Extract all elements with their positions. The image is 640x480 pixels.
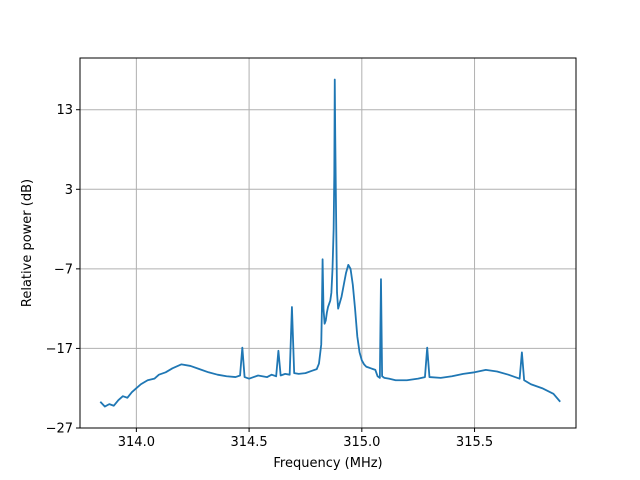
x-tick-label: 314.0	[118, 435, 155, 450]
y-tick-label: −27	[46, 422, 73, 437]
y-tick-label: −17	[46, 342, 73, 357]
x-tick-label: 314.5	[230, 435, 267, 450]
x-tick-label: 315.5	[456, 435, 493, 450]
series-line	[99, 78, 561, 408]
x-tick-label: 315.0	[343, 435, 380, 450]
ticks: 314.0 314.5 315.0 315.5 −27 −17 −7 3 13	[46, 103, 494, 450]
y-tick-label: −7	[54, 262, 73, 277]
y-tick-label: 13	[56, 103, 73, 118]
x-axis-label: Frequency (MHz)	[273, 456, 382, 471]
series-layer	[99, 78, 561, 408]
y-axis-label: Relative power (dB)	[20, 179, 35, 307]
y-tick-label: 3	[65, 183, 73, 198]
plot-frame	[79, 57, 577, 429]
